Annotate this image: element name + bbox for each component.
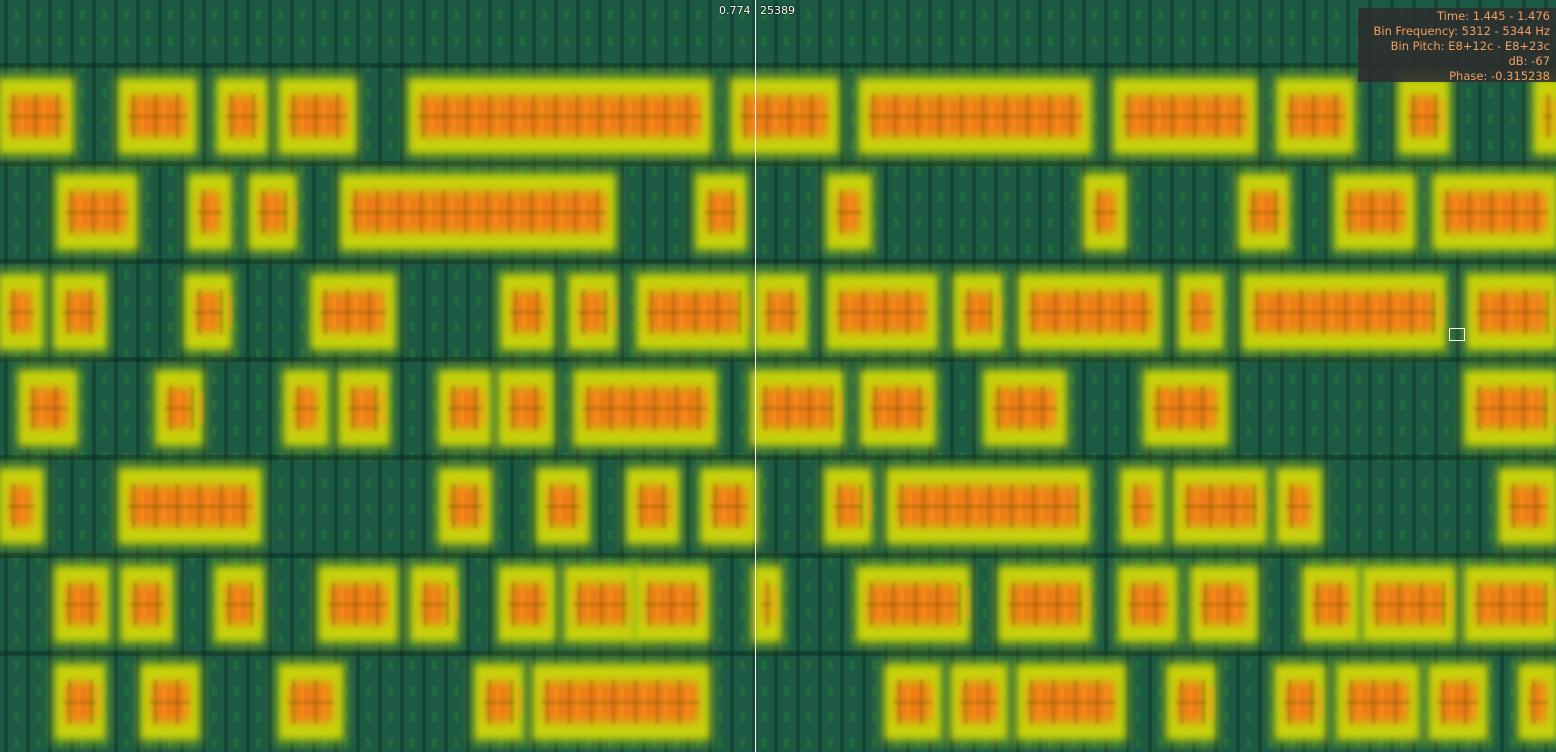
playhead-sample-label: 25389	[760, 4, 795, 17]
bin-info-overlay: Time: 1.445 - 1.476 Bin Frequency: 5312 …	[1358, 8, 1556, 82]
playhead-line[interactable]	[755, 0, 756, 752]
info-bin-pitch: Bin Pitch: E8+12c - E8+23c	[1358, 39, 1550, 54]
info-phase: Phase: -0.315238	[1358, 69, 1550, 84]
info-time: Time: 1.445 - 1.476	[1358, 9, 1550, 24]
playhead-time-label: 0.774	[719, 4, 751, 17]
info-db: dB: -67	[1358, 54, 1550, 69]
info-bin-frequency: Bin Frequency: 5312 - 5344 Hz	[1358, 24, 1550, 39]
cursor-box	[1449, 328, 1465, 341]
